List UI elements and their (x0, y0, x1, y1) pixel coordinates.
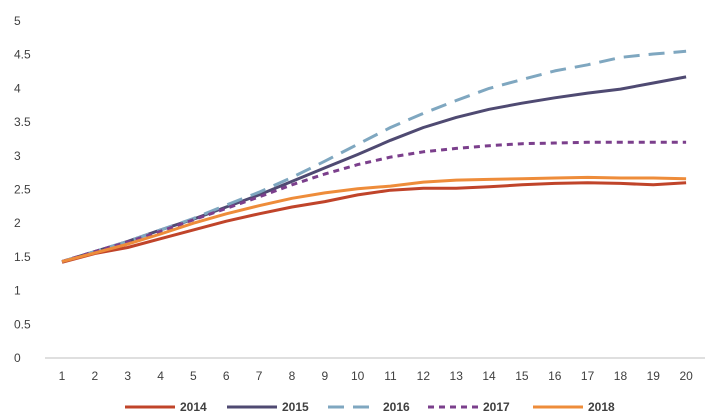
x-tick-label: 5 (190, 369, 197, 383)
series-line-2016 (61, 49, 687, 264)
x-tick-label: 8 (289, 369, 296, 383)
y-axis-ticks: 0 0.5 1 1.5 2 2.5 3 3.5 4 4.5 5 (14, 14, 31, 365)
y-tick-label: 2 (14, 216, 21, 230)
y-tick-label: 0 (14, 351, 21, 365)
x-tick-label: 1 (59, 369, 66, 383)
y-tick-label: 3.5 (14, 115, 31, 129)
series-line-2014 (61, 181, 687, 264)
series-line-2017 (61, 140, 687, 264)
series-line-2018 (61, 175, 687, 264)
x-tick-label: 11 (384, 369, 397, 383)
x-tick-label: 13 (450, 369, 464, 383)
x-tick-label: 7 (256, 369, 263, 383)
y-tick-label: 3 (14, 149, 21, 163)
y-tick-label: 1 (14, 284, 21, 298)
y-tick-label: 2.5 (14, 183, 31, 197)
legend-label-2017: 2017 (483, 400, 510, 414)
x-tick-label: 20 (679, 369, 693, 383)
x-tick-label: 12 (417, 369, 431, 383)
y-tick-label: 0.5 (14, 317, 31, 331)
legend-label-2016: 2016 (383, 400, 410, 414)
series-line-2015 (61, 75, 687, 264)
series-lines (61, 49, 687, 264)
x-tick-label: 3 (124, 369, 131, 383)
x-tick-label: 2 (92, 369, 99, 383)
x-tick-label: 15 (515, 369, 529, 383)
y-tick-label: 5 (14, 14, 21, 28)
legend-label-2015: 2015 (282, 400, 309, 414)
x-tick-label: 10 (351, 369, 365, 383)
x-tick-label: 17 (581, 369, 595, 383)
x-tick-label: 18 (614, 369, 628, 383)
y-tick-label: 1.5 (14, 250, 31, 264)
x-tick-label: 14 (482, 369, 496, 383)
x-tick-label: 4 (157, 369, 164, 383)
x-tick-label: 16 (548, 369, 562, 383)
y-tick-label: 4.5 (14, 48, 31, 62)
y-tick-label: 4 (14, 81, 21, 95)
x-tick-label: 9 (321, 369, 328, 383)
x-axis-ticks: 1 2 3 4 5 6 7 8 9 10 11 12 13 14 15 16 17 18 19 20 (59, 369, 693, 383)
x-tick-label: 6 (223, 369, 230, 383)
legend: 2014 2015 2016 2017 2018 (125, 400, 615, 414)
x-tick-label: 19 (647, 369, 661, 383)
legend-label-2018: 2018 (588, 400, 615, 414)
legend-label-2014: 2014 (180, 400, 207, 414)
